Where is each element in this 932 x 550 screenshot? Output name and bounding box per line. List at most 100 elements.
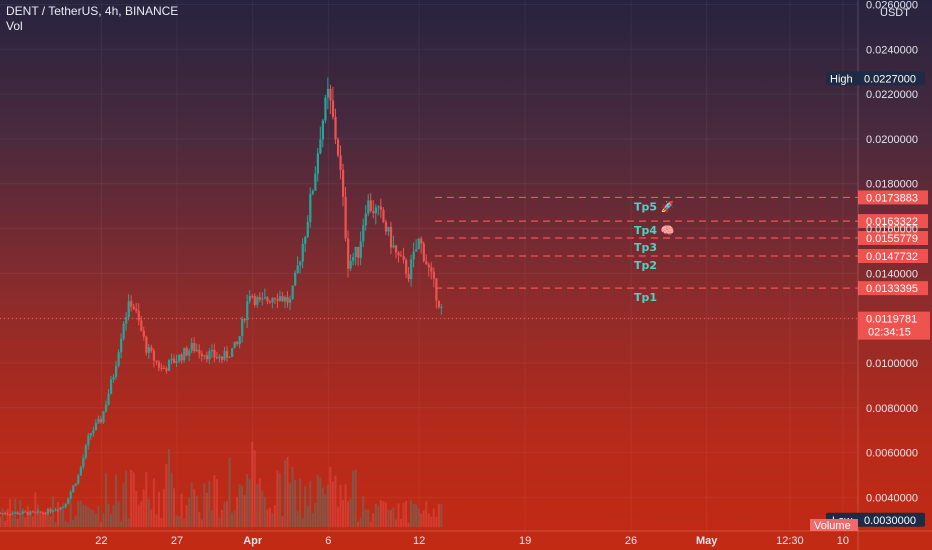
volume-bar	[213, 475, 216, 527]
volume-bar	[157, 491, 160, 527]
candle-body	[220, 356, 224, 360]
candle-body	[410, 259, 413, 279]
volume-bar	[190, 482, 193, 527]
volume-bar	[200, 519, 203, 527]
candle-body	[64, 503, 67, 508]
volume-indicator-label[interactable]: Vol	[6, 19, 23, 33]
time-tick-label: 26	[625, 535, 637, 547]
volume-bar	[336, 506, 339, 527]
candle-body	[440, 306, 443, 308]
volume-bar	[369, 521, 372, 527]
target-price-tag	[858, 281, 928, 296]
volume-bar	[41, 512, 44, 527]
time-tick-label: May	[696, 535, 718, 547]
volume-bar	[311, 513, 314, 527]
candle-body	[228, 356, 231, 358]
candle-body	[412, 251, 415, 260]
volume-bar	[306, 505, 309, 527]
candle-body	[387, 226, 390, 232]
candle-body	[185, 348, 188, 356]
candle-body	[102, 411, 105, 423]
volume-bar	[132, 472, 135, 527]
candle-body	[400, 255, 403, 257]
candle-body	[362, 225, 365, 242]
target-price-tag	[858, 190, 928, 205]
candle-body	[271, 298, 274, 303]
volume-bar	[77, 501, 80, 527]
currency-label: USDT	[880, 7, 910, 19]
volume-bar	[314, 502, 317, 527]
candle-body	[352, 256, 355, 261]
volume-bar	[289, 483, 292, 527]
candle-body	[112, 376, 115, 380]
candle-body	[261, 298, 264, 300]
candle-body	[92, 430, 95, 434]
symbol-title[interactable]: DENT / TetherUS, 4h, BINANCE	[6, 4, 179, 18]
target-price-tag	[858, 249, 928, 264]
volume-bar	[94, 513, 97, 527]
candle-body	[283, 296, 287, 302]
candle-body	[299, 261, 302, 266]
volume-bar	[341, 499, 344, 527]
candle-body	[175, 361, 178, 363]
volume-bar	[291, 466, 294, 527]
volume-bar	[281, 516, 284, 527]
candle-body	[122, 323, 125, 339]
volume-bar	[374, 503, 377, 527]
volume-bar	[354, 469, 357, 527]
volume-bar	[11, 512, 14, 527]
candle-body	[248, 296, 251, 302]
volume-bar	[329, 466, 332, 527]
candle-body	[14, 512, 17, 514]
volume-bar	[120, 521, 123, 527]
candle-body	[16, 512, 19, 515]
volume-bar	[127, 518, 130, 527]
volume-bar	[64, 520, 67, 527]
candle-body	[251, 296, 254, 298]
candle-body	[369, 200, 372, 211]
bar-countdown: 02:34:15	[868, 327, 911, 339]
volume-bar	[379, 500, 382, 527]
volume-bar	[150, 509, 153, 527]
candle-body	[19, 513, 22, 515]
candle-body	[72, 485, 75, 492]
volume-bar	[331, 481, 334, 527]
candle-body	[253, 296, 256, 305]
high-marker: High 0.0227000	[826, 71, 925, 86]
volume-bar	[44, 511, 47, 527]
candle-body	[31, 511, 34, 513]
candle-body	[4, 513, 7, 515]
price-tick-label: 0.0040000	[866, 492, 918, 504]
volume-bar	[104, 473, 107, 527]
time-axis[interactable]: 22 27 Apr 6 12 19 26 May 12:30 10	[95, 535, 849, 547]
volume-bar	[410, 500, 413, 527]
candle-body	[263, 297, 267, 299]
volume-bar	[347, 500, 350, 527]
volume-bar	[294, 479, 297, 527]
volume-bar	[167, 448, 170, 527]
candle-body	[377, 206, 380, 208]
time-tick-label: 12	[413, 535, 425, 547]
candle-body	[273, 298, 277, 300]
volume-bar	[147, 498, 150, 527]
candle-body	[44, 512, 47, 514]
candle-body	[354, 246, 357, 257]
volume-bar	[99, 522, 102, 527]
volume-bar	[215, 479, 218, 527]
volume-bar	[412, 503, 415, 527]
candle-body	[427, 264, 430, 268]
volume-bar	[4, 521, 7, 527]
volume-bar	[21, 507, 24, 527]
volume-bar	[299, 478, 302, 527]
candle-body	[341, 170, 345, 197]
candle-body	[205, 355, 209, 360]
volume-bar	[117, 501, 120, 527]
volume-bar	[407, 522, 410, 527]
volume-bar	[352, 471, 355, 527]
volume-bar	[228, 457, 231, 527]
candle-body	[155, 360, 158, 362]
volume-bar	[74, 515, 77, 527]
volume-bar	[432, 508, 435, 527]
candle-body	[162, 368, 166, 370]
